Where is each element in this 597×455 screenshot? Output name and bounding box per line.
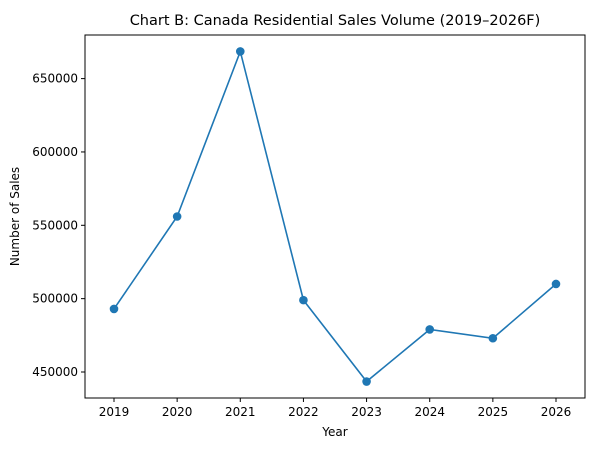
- x-tick-label: 2025: [478, 405, 509, 419]
- y-axis-label: Number of Sales: [8, 167, 22, 266]
- y-tick-label: 500000: [32, 292, 78, 306]
- x-tick-label: 2019: [99, 405, 130, 419]
- data-point-2022: [299, 295, 308, 305]
- data-point-2026: [551, 279, 561, 289]
- y-axis: 450000 500000 550000 600000 650000: [32, 72, 85, 379]
- x-axis-label: Year: [321, 425, 347, 439]
- data-point-2021: [235, 47, 245, 56]
- y-tick-label: 600000: [32, 145, 78, 159]
- data-point-2024: [425, 325, 435, 334]
- series-layer: [109, 47, 561, 386]
- chart-title: Chart B: Canada Residential Sales Volume…: [130, 13, 541, 29]
- y-tick-label: 550000: [32, 218, 78, 232]
- data-point-2023: [362, 377, 371, 386]
- data-point-2025: [488, 333, 498, 343]
- x-tick-label: 2022: [288, 405, 319, 419]
- y-tick-label: 650000: [32, 72, 78, 86]
- data-point-2019: [109, 304, 119, 314]
- data-point-2020: [172, 212, 182, 221]
- x-tick-label: 2024: [414, 405, 445, 419]
- x-tick-label: 2023: [351, 405, 382, 419]
- x-tick-label: 2026: [541, 405, 572, 419]
- plot-area-frame: [84, 34, 586, 399]
- x-tick-label: 2021: [225, 405, 256, 419]
- y-tick-label: 450000: [32, 365, 78, 379]
- x-tick-label: 2020: [162, 405, 193, 419]
- series-line: [113, 48, 557, 383]
- x-axis: 2019 2020 2021 2022 2023 2024 2025 2026: [99, 398, 572, 419]
